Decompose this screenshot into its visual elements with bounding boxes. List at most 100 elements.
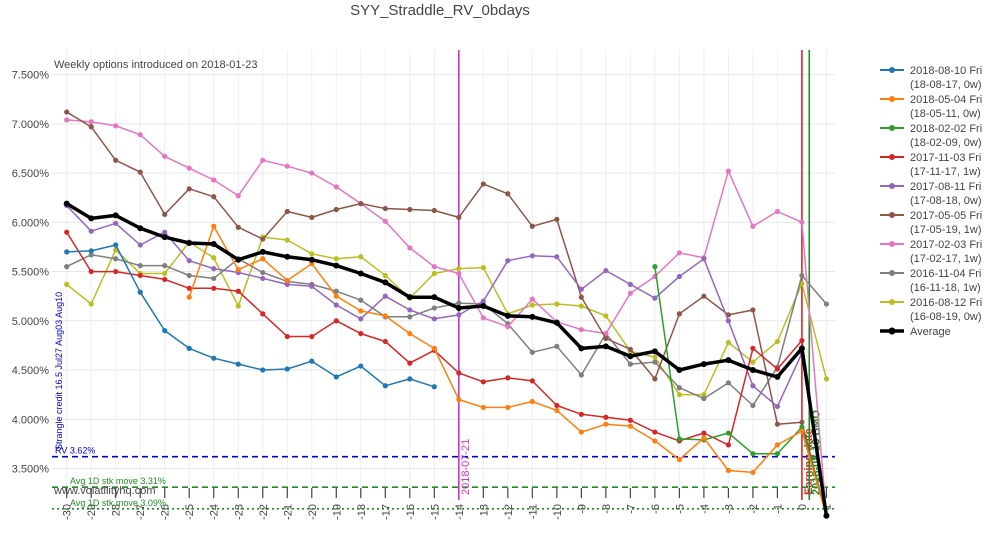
x-tick-label: -16: [405, 504, 417, 520]
data-point: [88, 268, 94, 275]
hline-label: RV 3.62%: [55, 446, 95, 456]
series-group: [63, 200, 830, 519]
data-point: [358, 363, 364, 369]
legend-marker: [889, 96, 895, 102]
data-point: [750, 307, 756, 313]
legend-entry: 2017-05-05 Fri: [910, 210, 982, 222]
data-point: [260, 311, 266, 317]
data-point: [750, 359, 756, 365]
data-point: [603, 335, 609, 342]
data-point: [431, 316, 437, 322]
data-point: [333, 256, 339, 262]
data-point: [186, 272, 192, 279]
data-point: [88, 228, 94, 234]
data-point: [333, 374, 339, 380]
data-point: [456, 300, 462, 306]
data-point: [162, 263, 168, 269]
data-point: [284, 281, 290, 287]
data-point: [480, 303, 487, 310]
data-point: [750, 345, 756, 351]
data-point: [456, 265, 462, 272]
legend-marker: [889, 270, 895, 276]
data-point: [235, 193, 241, 199]
data-point: [627, 423, 633, 429]
data-point: [799, 337, 805, 344]
series-line: [66, 111, 828, 516]
data-point: [211, 355, 217, 361]
data-point: [529, 223, 535, 229]
legend-marker: [889, 212, 895, 218]
data-point: [309, 214, 315, 220]
data-point: [431, 264, 437, 270]
data-point: [578, 429, 584, 435]
series-line: [66, 254, 827, 407]
data-point: [260, 367, 266, 373]
vline-label: 2018-07-21: [460, 439, 472, 495]
legend-marker: [889, 183, 895, 189]
data-point: [627, 281, 633, 287]
data-point: [284, 208, 290, 215]
data-point: [284, 366, 290, 372]
x-tick-label: -18: [356, 504, 368, 520]
data-point: [357, 270, 364, 277]
data-point: [652, 354, 658, 360]
data-point: [309, 170, 315, 176]
legend-entry: (17-08-18, 0w): [910, 195, 982, 207]
data-point: [407, 330, 413, 337]
data-point: [260, 275, 266, 282]
data-point: [480, 404, 486, 411]
data-point: [676, 273, 682, 280]
x-tick-label: -20: [307, 504, 319, 520]
series-group: [64, 117, 830, 519]
data-point: [799, 219, 805, 225]
chart-title: SYY_Straddle_RV_0bdays: [350, 2, 530, 19]
series-group: [652, 264, 830, 519]
y-tick-label: 7.500%: [12, 70, 50, 82]
data-point: [676, 385, 682, 391]
series-line: [66, 244, 435, 388]
legend-entry: (17-02-17, 1w): [910, 253, 982, 265]
x-tick-label: -25: [184, 504, 196, 520]
data-point: [455, 304, 462, 311]
data-point: [162, 276, 168, 283]
data-point: [701, 435, 707, 441]
data-point: [431, 294, 438, 301]
legend-marker: [889, 67, 895, 73]
data-point: [382, 205, 388, 212]
data-point: [211, 285, 217, 291]
data-point: [235, 361, 241, 367]
x-tick-label: -21: [282, 504, 294, 520]
legend-marker: [889, 241, 895, 247]
data-point: [235, 303, 241, 309]
data-point: [64, 117, 70, 123]
data-point: [725, 168, 731, 174]
data-point: [431, 384, 437, 390]
data-point: [431, 345, 437, 351]
data-point: [505, 375, 511, 381]
data-point: [480, 298, 486, 304]
data-point: [578, 345, 585, 352]
data-point: [260, 269, 266, 276]
x-tick-label: -19: [331, 504, 343, 520]
data-point: [750, 402, 756, 409]
data-point: [382, 279, 389, 286]
data-point: [162, 270, 168, 277]
annotations: Strangle credit 16.5 Jul27 Aug03 Aug10: [54, 292, 64, 450]
data-point: [554, 301, 560, 307]
data-point: [676, 250, 682, 256]
series-line: [66, 119, 828, 516]
reference-hlines: RV 3.62% Avg 1D stk move 3.31% Avg 1D stk …: [52, 446, 835, 510]
data-point: [676, 392, 682, 398]
data-point: [260, 157, 266, 163]
data-point: [259, 248, 266, 255]
data-point: [627, 353, 634, 360]
data-point: [603, 267, 609, 274]
data-point: [88, 252, 94, 258]
data-point: [480, 265, 486, 271]
data-point: [553, 319, 560, 326]
data-point: [774, 421, 781, 427]
legend-entry: (17-11-17, 1w): [910, 166, 981, 178]
data-point: [211, 177, 217, 183]
data-point: [113, 256, 119, 262]
